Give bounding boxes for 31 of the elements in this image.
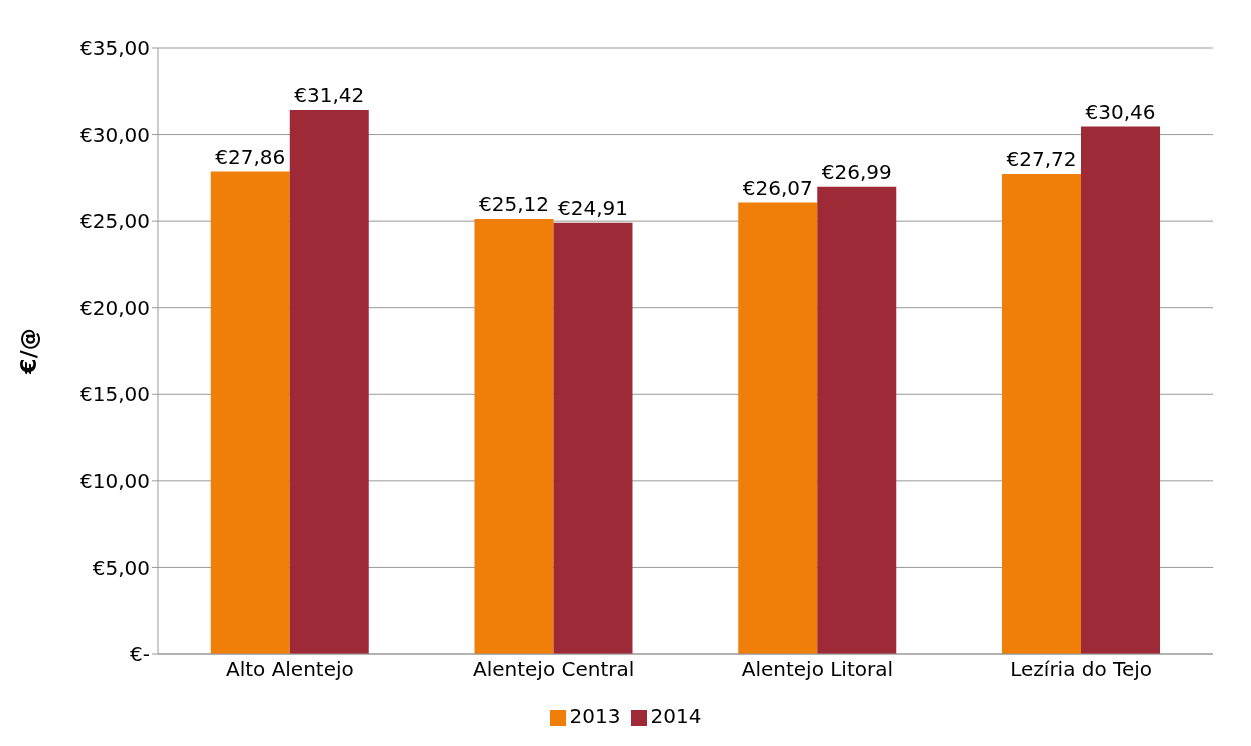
y-tick-label: €25,00 [80, 209, 150, 234]
bar [553, 222, 633, 654]
data-label: €26,07 [742, 175, 813, 200]
data-label: €25,12 [479, 192, 549, 217]
x-tick-label: Alentejo Central [472, 657, 635, 682]
data-label: €27,86 [215, 144, 286, 169]
y-tick-label: €15,00 [80, 382, 150, 407]
y-tick-label: €20,00 [80, 295, 150, 320]
data-label: €31,42 [294, 82, 365, 107]
y-tick-label: €30,00 [80, 122, 150, 147]
y-tick-label: €35,00 [80, 36, 150, 61]
legend-label: 2014 [650, 704, 702, 728]
x-tick-label: Lezíria do Tejo [1010, 657, 1152, 682]
data-label: €30,46 [1085, 99, 1156, 124]
data-label: €26,99 [821, 159, 892, 184]
y-tick-label: €- [130, 642, 150, 667]
x-tick-label: Alto Alentejo [225, 657, 354, 682]
bar [289, 109, 369, 654]
y-axis-title: €/@ [15, 328, 41, 375]
bar [474, 219, 554, 654]
bar [1081, 126, 1160, 654]
bar [210, 171, 290, 654]
legend-label: 2013 [569, 704, 621, 728]
data-label: €27,72 [1006, 147, 1077, 172]
bar [1002, 174, 1081, 654]
y-tick-label: €5,00 [92, 555, 150, 580]
y-tick-label: €10,00 [80, 468, 150, 493]
bar [817, 186, 897, 654]
data-label: €24,91 [558, 195, 628, 220]
x-tick-label: Alentejo Litoral [741, 657, 894, 682]
bar [738, 202, 818, 654]
